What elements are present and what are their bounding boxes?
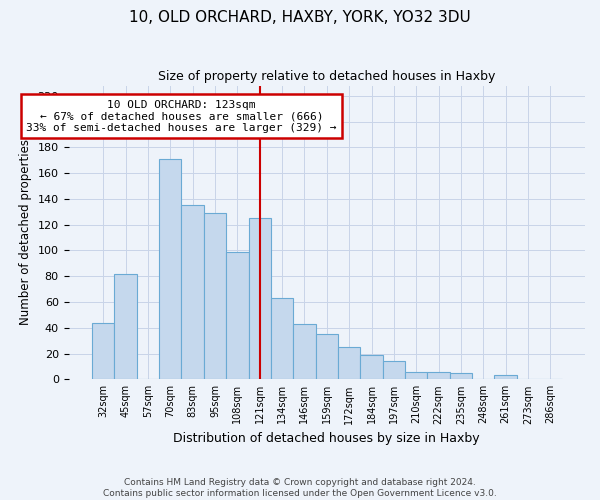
Bar [450,373,472,380]
Bar [271,298,293,380]
Bar [204,213,226,380]
Bar [159,159,181,380]
Bar [338,347,361,380]
Bar [92,322,115,380]
Bar [181,206,204,380]
X-axis label: Distribution of detached houses by size in Haxby: Distribution of detached houses by size … [173,432,480,445]
Bar [494,376,517,380]
Title: Size of property relative to detached houses in Haxby: Size of property relative to detached ho… [158,70,496,83]
Bar [226,252,248,380]
Bar [293,324,316,380]
Bar [427,372,450,380]
Bar [248,218,271,380]
Text: 10 OLD ORCHARD: 123sqm
← 67% of detached houses are smaller (666)
33% of semi-de: 10 OLD ORCHARD: 123sqm ← 67% of detached… [26,100,337,133]
Bar [115,274,137,380]
Y-axis label: Number of detached properties: Number of detached properties [19,140,32,326]
Bar [405,372,427,380]
Text: Contains HM Land Registry data © Crown copyright and database right 2024.
Contai: Contains HM Land Registry data © Crown c… [103,478,497,498]
Bar [383,362,405,380]
Bar [361,355,383,380]
Bar [316,334,338,380]
Text: 10, OLD ORCHARD, HAXBY, YORK, YO32 3DU: 10, OLD ORCHARD, HAXBY, YORK, YO32 3DU [129,10,471,25]
